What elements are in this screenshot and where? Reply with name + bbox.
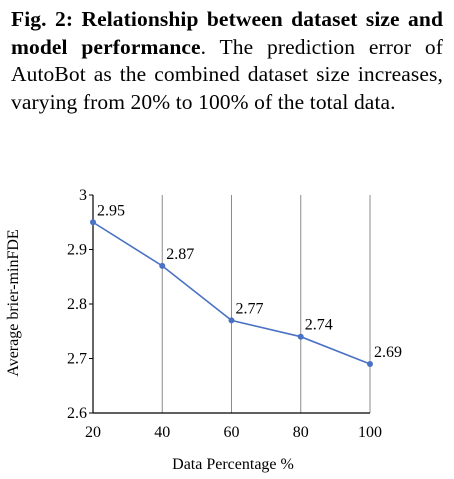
y-tick-label: 2.9 <box>67 242 87 259</box>
y-tick-label: 2.7 <box>67 351 87 368</box>
figure-title: Relationship between dataset size and mo… <box>11 7 443 59</box>
grid-lines <box>161 195 371 413</box>
y-axis-title: Average brier-minFDE <box>5 229 22 376</box>
data-label: 2.95 <box>97 202 125 219</box>
data-point <box>297 333 304 340</box>
data-point <box>90 219 96 226</box>
figure-description: . The prediction error of AutoBot as the… <box>11 34 443 114</box>
y-tick-label: 3 <box>79 187 87 204</box>
data-label: 2.74 <box>305 317 333 334</box>
x-tick-label: 40 <box>154 424 170 441</box>
tick-labels: 2.6 2.7 2.8 2.9 3 20 40 60 80 100 <box>67 187 382 441</box>
figure-label: Fig. 2: <box>11 7 74 31</box>
x-tick-label: 20 <box>85 424 101 441</box>
data-label: 2.87 <box>166 246 194 263</box>
y-tick-label: 2.6 <box>67 405 87 422</box>
data-label: 2.69 <box>374 344 402 361</box>
x-tick-label: 100 <box>358 424 382 441</box>
y-tick-label: 2.8 <box>67 296 87 313</box>
x-axis-title: Data Percentage % <box>172 456 294 473</box>
data-labels: 2.95 2.87 2.77 2.74 2.69 <box>97 202 402 361</box>
data-series <box>90 219 373 367</box>
data-point <box>228 317 235 324</box>
data-point <box>159 262 166 269</box>
data-label: 2.77 <box>236 300 264 317</box>
x-tick-label: 60 <box>224 424 240 441</box>
x-tick-label: 80 <box>293 424 309 441</box>
figure-caption: Fig. 2: Relationship between dataset siz… <box>11 6 443 116</box>
data-point <box>367 360 373 367</box>
axes <box>89 194 370 414</box>
